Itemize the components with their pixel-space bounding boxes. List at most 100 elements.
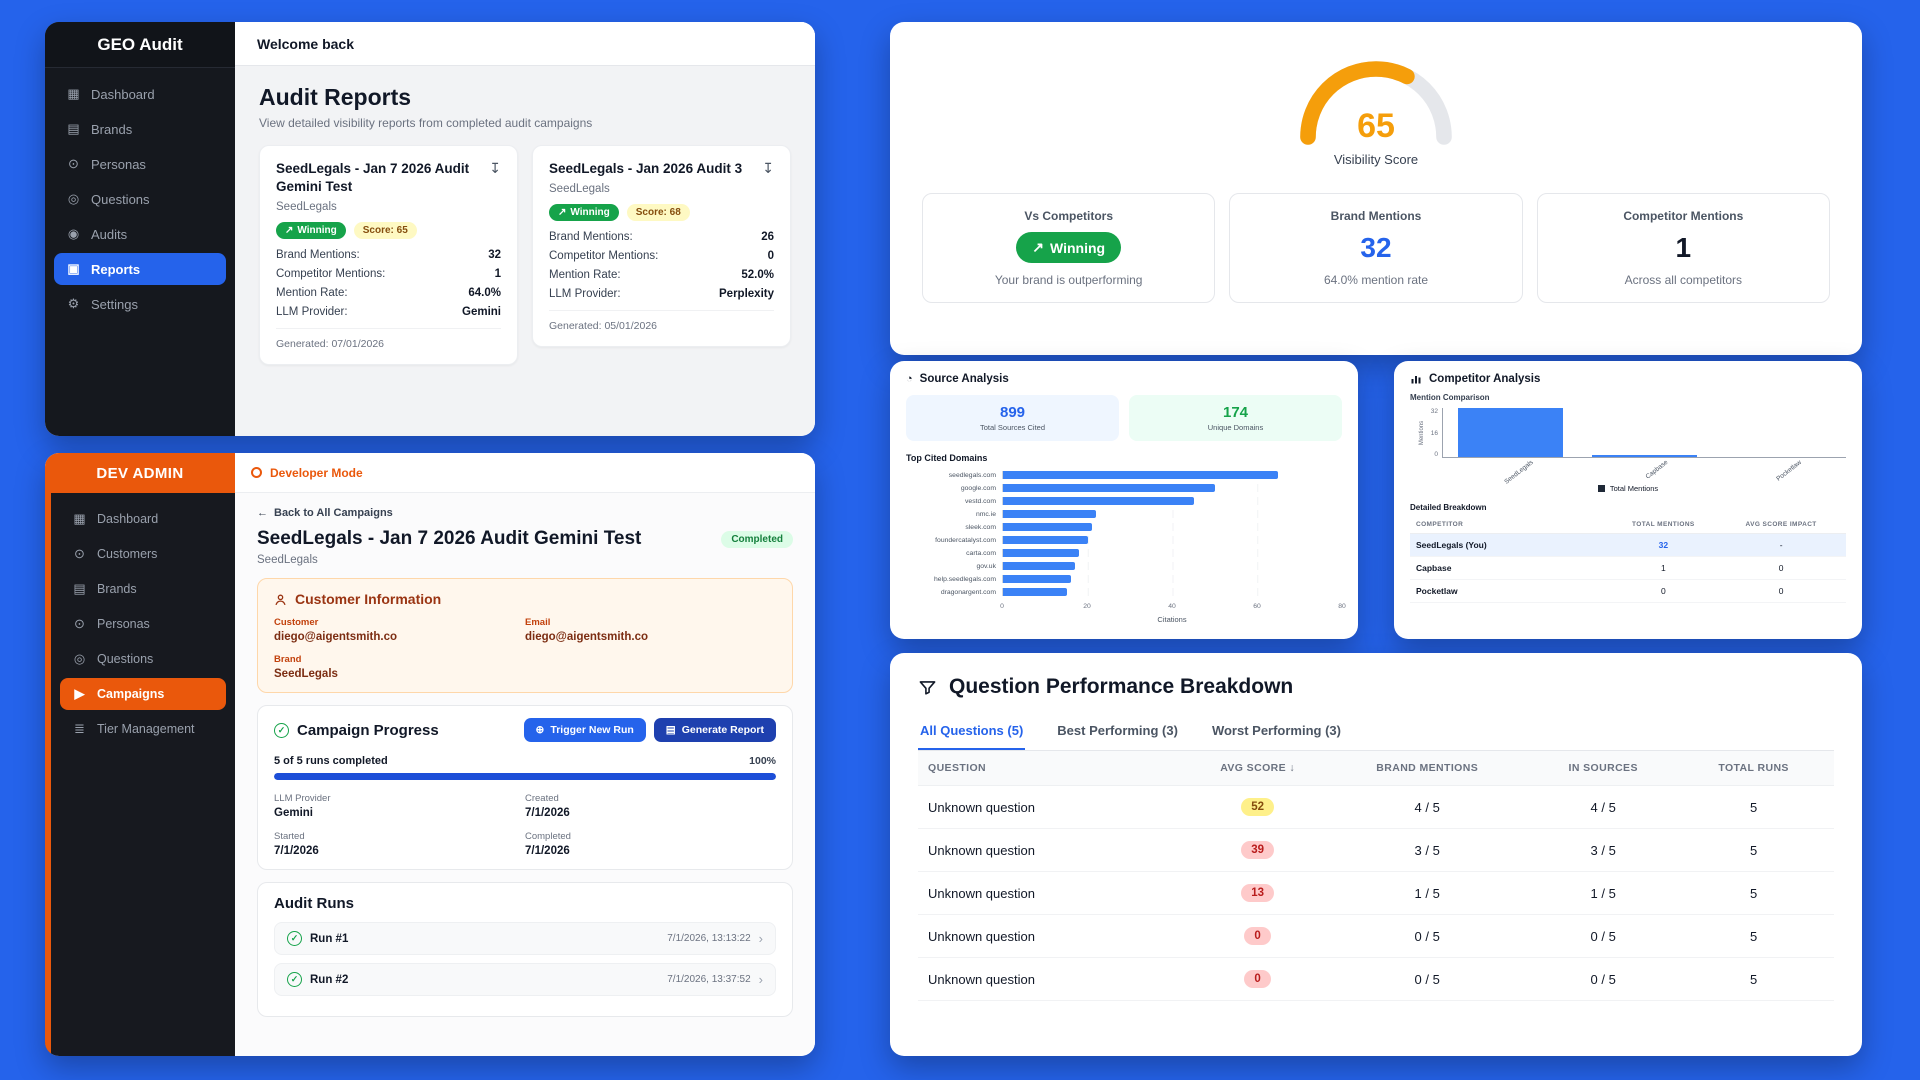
- sidebar-item-brands[interactable]: ▤ Brands: [54, 113, 226, 145]
- bar-track: [1002, 588, 1342, 596]
- sidebar-item-customers[interactable]: ⊙ Customers: [60, 538, 226, 570]
- campaigns-icon: ▶: [74, 686, 85, 701]
- sidebar-item-audits[interactable]: ◉ Audits: [54, 218, 226, 250]
- winning-badge: ↗ Winning: [276, 222, 346, 240]
- progress-title: Campaign Progress: [297, 721, 439, 739]
- source-analysis-panel: ◔ Source Analysis 899 Total Sources Cite…: [890, 361, 1358, 639]
- download-icon[interactable]: ↧: [762, 160, 774, 176]
- axis-tick-label: 0: [1000, 603, 1004, 610]
- chart-column-seedlegals: SeedLegals: [1443, 408, 1577, 486]
- sidebar-item-reports[interactable]: ▣ Reports: [54, 253, 226, 285]
- progress-meta-completed: Completed 7/1/2026: [525, 831, 776, 857]
- app-title: GEO Audit: [45, 22, 235, 68]
- bar-category-label: gov.uk: [976, 562, 996, 570]
- progress-meta-created: Created 7/1/2026: [525, 793, 776, 819]
- audit-run-row[interactable]: ✓ Run #1 7/1/2026, 13:13:22 ›: [274, 922, 776, 955]
- question-breakdown-title: Question Performance Breakdown: [949, 675, 1294, 698]
- question-performance-panel: Question Performance Breakdown All Quest…: [890, 653, 1862, 1056]
- bar-category-label: sleek.com: [965, 523, 996, 531]
- generate-report-button[interactable]: ▤ Generate Report: [653, 718, 776, 742]
- tier-management-icon: ≣: [74, 721, 85, 736]
- dashboard-icon: ▦: [73, 511, 86, 526]
- bar-track: [1002, 510, 1342, 518]
- competitor-analysis-panel: Competitor Analysis Mention Comparison M…: [1394, 361, 1862, 639]
- developer-mode-banner: Developer Mode: [235, 453, 815, 493]
- brand-mentions-cell: 3 / 5: [1414, 842, 1440, 858]
- visibility-score-panel: 65 Visibility Score Vs Competitors ↗ Winn…: [890, 22, 1862, 355]
- citation-bar: [1003, 575, 1071, 583]
- competitor-row[interactable]: SeedLegals (You) 32 -: [1410, 534, 1846, 557]
- question-cell: Unknown question: [928, 928, 1035, 944]
- sidebar-item-personas[interactable]: ⊙ Personas: [60, 608, 226, 640]
- sidebar-item-settings[interactable]: ⚙ Settings: [54, 288, 226, 320]
- sidebar-item-campaigns[interactable]: ▶ Campaigns: [60, 678, 226, 710]
- report-stat-row: LLM Provider: Perplexity: [549, 288, 774, 300]
- sidebar-item-brands[interactable]: ▤ Brands: [60, 573, 226, 605]
- sidebar-item-dashboard[interactable]: ▦ Dashboard: [54, 78, 226, 110]
- run-timestamp: 7/1/2026, 13:37:52: [667, 974, 751, 985]
- question-table-row[interactable]: Unknown question 52 4 / 5 4 / 5 5: [918, 786, 1834, 829]
- bar-track: [1002, 523, 1342, 531]
- trigger-new-run-button[interactable]: ⊕ Trigger New Run: [523, 718, 646, 742]
- audit-run-row[interactable]: ✓ Run #2 7/1/2026, 13:37:52 ›: [274, 963, 776, 996]
- tab-best-performing-3[interactable]: Best Performing (3): [1057, 723, 1178, 738]
- dev-topbar: DEV ADMIN Developer Mode: [45, 453, 815, 493]
- question-table-row[interactable]: Unknown question 0 0 / 5 0 / 5 5: [918, 958, 1834, 1001]
- question-table-row[interactable]: Unknown question 39 3 / 5 3 / 5 5: [918, 829, 1834, 872]
- run-label: Run #1: [310, 932, 349, 945]
- report-stat-row: Competitor Mentions: 0: [549, 250, 774, 262]
- brand-mentions-card: Brand Mentions 32 64.0% mention rate: [1229, 192, 1523, 303]
- tab-all-questions-5[interactable]: All Questions (5): [918, 713, 1025, 750]
- competitor-row[interactable]: Pocketlaw 0 0: [1410, 580, 1846, 603]
- total-runs-cell: 5: [1749, 842, 1758, 858]
- sidebar-item-questions[interactable]: ◎ Questions: [60, 643, 226, 675]
- report-card[interactable]: SeedLegals - Jan 7 2026 Audit Gemini Tes…: [259, 145, 518, 366]
- bar-category-label: seedlegals.com: [948, 471, 996, 479]
- report-title: SeedLegals - Jan 2026 Audit 3: [549, 161, 743, 176]
- citation-bar: [1003, 497, 1194, 505]
- competitor-name: SeedLegals (You): [1416, 540, 1487, 550]
- stat-label: Mention Rate:: [549, 269, 621, 282]
- question-table-row[interactable]: Unknown question 0 0 / 5 0 / 5 5: [918, 915, 1834, 958]
- sidebar-item-dashboard[interactable]: ▦ Dashboard: [60, 503, 226, 535]
- avg-score-impact-value: 0: [1778, 586, 1784, 596]
- stat-label: Brand Mentions:: [276, 249, 360, 262]
- bar-category-label: help.seedlegals.com: [934, 575, 996, 583]
- chevron-right-icon: ›: [758, 931, 763, 946]
- field-value: diego@aigentsmith.co: [525, 631, 649, 643]
- meta-label: Started: [274, 831, 305, 842]
- plus-icon: ⊕: [535, 724, 545, 736]
- chart-column-capbase: Capbase: [1577, 408, 1711, 481]
- sidebar-item-personas[interactable]: ⊙ Personas: [54, 148, 226, 180]
- total-sources-box: 899 Total Sources Cited: [906, 395, 1119, 441]
- personas-icon: ⊙: [68, 156, 79, 171]
- report-brand: SeedLegals: [276, 201, 337, 214]
- question-table-row[interactable]: Unknown question 13 1 / 5 1 / 5 5: [918, 872, 1834, 915]
- score-badge: Score: 68: [626, 204, 690, 222]
- brands-icon: ▤: [67, 121, 80, 136]
- axis-tick-label: 60: [1253, 603, 1261, 610]
- tab-worst-performing-3[interactable]: Worst Performing (3): [1211, 723, 1341, 738]
- trend-up-icon: ↗: [558, 207, 567, 219]
- questions-icon: ◎: [67, 191, 80, 206]
- sidebar-item-tier-management[interactable]: ≣ Tier Management: [60, 713, 226, 745]
- y-tick-label: 0: [1434, 451, 1438, 458]
- field-value: diego@aigentsmith.co: [274, 631, 398, 643]
- check-circle-icon: ✓: [287, 972, 302, 987]
- top-cited-domains-title: Top Cited Domains: [906, 453, 988, 463]
- citation-bar: [1003, 484, 1215, 492]
- report-stats-1: Brand Mentions: 26 Competitor Mentions: 0 Me…: [549, 231, 774, 300]
- progress-meta: LLM Provider Gemini Created 7/1/2026 Started…: [274, 793, 776, 857]
- back-to-campaigns-link[interactable]: ← Back to All Campaigns: [257, 507, 393, 519]
- settings-icon: ⚙: [67, 296, 80, 311]
- report-stat-row: Competitor Mentions: 1: [276, 268, 501, 280]
- field-label: Brand: [274, 654, 302, 665]
- competitor-row[interactable]: Capbase 1 0: [1410, 557, 1846, 580]
- report-card[interactable]: SeedLegals - Jan 2026 Audit 3 ↧ SeedLega…: [532, 145, 791, 348]
- column-header: IN SOURCES: [1568, 762, 1638, 774]
- report-cards: SeedLegals - Jan 7 2026 Audit Gemini Tes…: [259, 145, 791, 366]
- sidebar-item-questions[interactable]: ◎ Questions: [54, 183, 226, 215]
- download-icon[interactable]: ↧: [489, 160, 501, 176]
- source-bar-chart: seedlegals.com google.com vestd.com nmc.ie s…: [906, 471, 1346, 611]
- score-badge: Score: 65: [353, 222, 417, 240]
